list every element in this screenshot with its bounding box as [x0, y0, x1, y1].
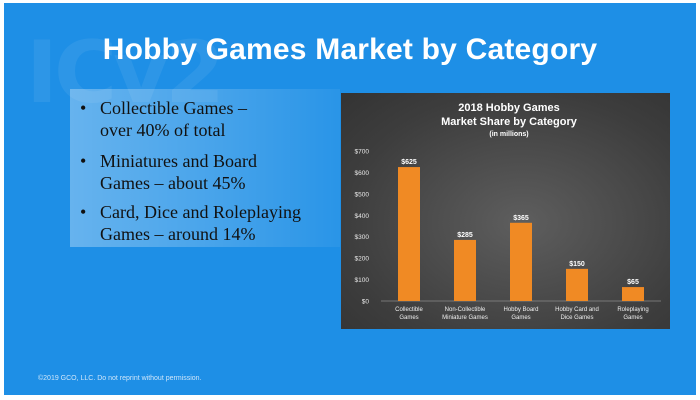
slide: ICv2 Hobby Games Market by Category • Co… [4, 3, 696, 395]
x-tick-label: Games [623, 315, 642, 321]
y-tick-label: $500 [355, 191, 370, 198]
data-label: $65 [627, 279, 639, 286]
data-label: $285 [457, 232, 473, 239]
y-tick-label: $100 [355, 277, 370, 284]
bar [454, 239, 476, 301]
bar [398, 167, 420, 301]
bullet-text: Collectible Games – over 40% of total [100, 98, 247, 140]
y-tick-label: $700 [355, 149, 370, 156]
bullet-dot-icon: • [80, 202, 87, 222]
x-tick-label: Miniature Games [442, 315, 488, 321]
x-tick-label: Collectible [395, 307, 423, 313]
bullet-dot-icon: • [80, 98, 87, 118]
y-tick-label: $200 [355, 256, 370, 263]
bullet-dot-icon: • [80, 151, 87, 171]
bar-chart: 2018 Hobby Games Market Share by Categor… [355, 102, 661, 321]
chart-title: 2018 Hobby Games [458, 102, 560, 114]
y-tick-label: $600 [355, 170, 370, 177]
chart-subtitle: (in millions) [489, 131, 528, 138]
bar [566, 268, 588, 301]
x-tick-label: Hobby Card and [555, 307, 599, 313]
data-label: $150 [569, 261, 585, 268]
slide-title: Hobby Games Market by Category [102, 33, 598, 66]
copyright-footer: ©2019 GCO, LLC. Do not reprint without p… [38, 375, 202, 382]
data-label: $365 [513, 215, 529, 222]
x-tick-label: Games [511, 315, 530, 321]
y-tick-label: $300 [355, 234, 370, 241]
data-label: $625 [401, 159, 417, 166]
watermark-logo: ICv2 [26, 23, 225, 123]
x-tick-label: Non-Collectible [445, 307, 486, 313]
bullet-list: • Collectible Games – over 40% of total … [70, 89, 340, 247]
bar [510, 222, 532, 301]
x-tick-label: Dice Games [560, 315, 593, 321]
bullet-text: Miniatures and Board Games – about 45% [100, 151, 257, 193]
bar [622, 287, 644, 301]
chart-title-line2: Market Share by Category [441, 116, 578, 128]
chart-panel: 2018 Hobby Games Market Share by Categor… [341, 93, 670, 329]
y-tick-label: $0 [362, 299, 370, 306]
bullet-text: Card, Dice and Roleplaying Games – aroun… [100, 202, 301, 244]
x-tick-label: Hobby Board [503, 307, 538, 313]
x-tick-label: Games [399, 315, 418, 321]
y-tick-label: $400 [355, 213, 370, 220]
x-tick-label: Roleplaying [617, 307, 648, 313]
